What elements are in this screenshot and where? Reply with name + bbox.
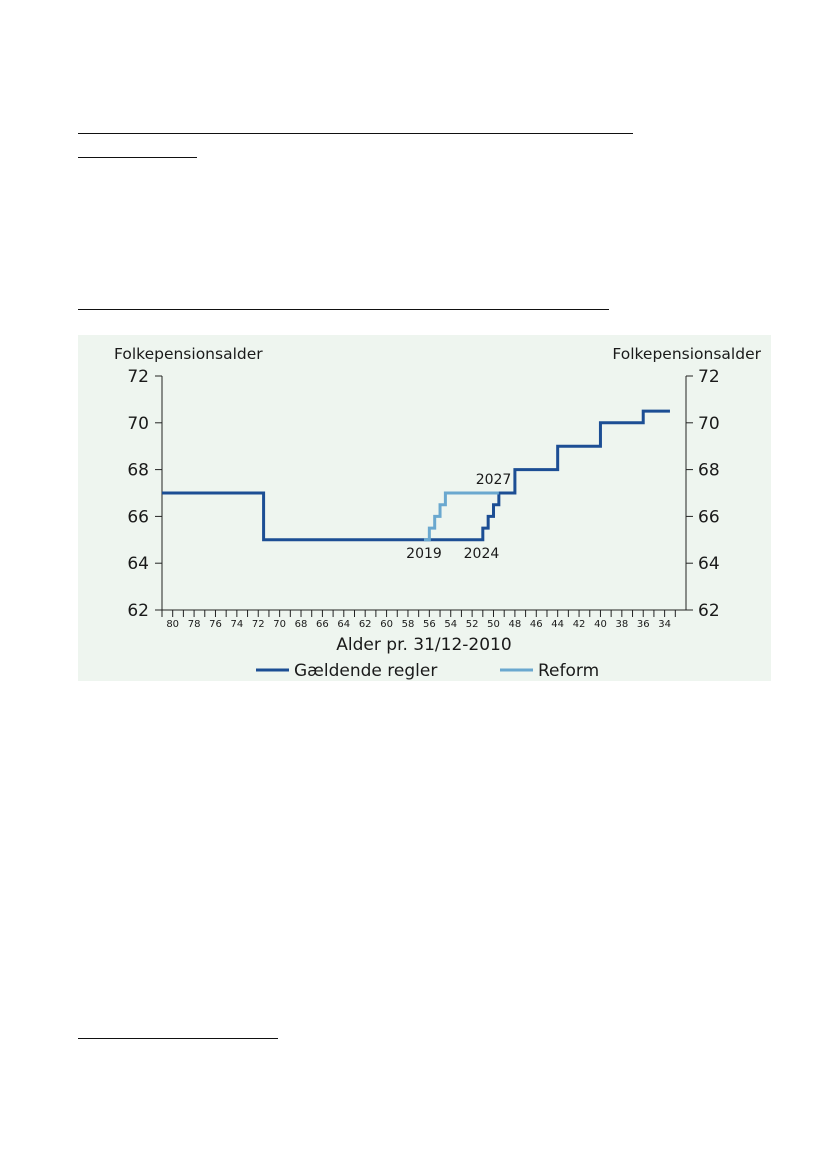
annotation-year-2027: 2027 bbox=[476, 472, 512, 488]
x-tick-label: 52 bbox=[466, 619, 479, 630]
y-axis-label-left: Folkepensionsalder bbox=[114, 345, 263, 363]
x-tick-label: 36 bbox=[637, 619, 650, 630]
y-tick-label-right: 68 bbox=[698, 461, 720, 481]
legend: Gældende regler Reform bbox=[256, 661, 599, 681]
x-tick-label: 56 bbox=[423, 619, 436, 630]
heading-rule-3 bbox=[78, 309, 609, 310]
legend-label-gaeldende-regler: Gældende regler bbox=[294, 661, 437, 681]
x-tick-label: 68 bbox=[295, 619, 308, 630]
y-tick-label-left: 64 bbox=[127, 554, 149, 574]
x-tick-label: 58 bbox=[402, 619, 415, 630]
x-tick-label: 74 bbox=[230, 619, 243, 630]
pension-age-chart: Folkepensionsalder Folkepensionsalder 62… bbox=[78, 335, 771, 681]
chart-canvas: Folkepensionsalder Folkepensionsalder 62… bbox=[114, 345, 762, 681]
x-tick-label: 54 bbox=[444, 619, 457, 630]
y-tick-label-left: 68 bbox=[127, 461, 149, 481]
y-tick-label-left: 72 bbox=[127, 367, 149, 387]
x-tick-label: 66 bbox=[316, 619, 329, 630]
annotation-year-2019: 2019 bbox=[406, 546, 442, 562]
x-tick-label: 42 bbox=[573, 619, 586, 630]
footnote-rule bbox=[78, 1038, 278, 1039]
x-tick-label: 46 bbox=[530, 619, 543, 630]
y-tick-label-right: 72 bbox=[698, 367, 720, 387]
series-reform bbox=[424, 491, 499, 542]
series-gaeldende-regler bbox=[162, 409, 670, 542]
x-tick-label: 76 bbox=[209, 619, 222, 630]
y-tick-label-right: 64 bbox=[698, 554, 720, 574]
x-axis-label: Alder pr. 31/12-2010 bbox=[336, 635, 511, 655]
x-tick-label: 72 bbox=[252, 619, 265, 630]
x-tick-label: 48 bbox=[509, 619, 522, 630]
x-tick-label: 78 bbox=[188, 619, 201, 630]
x-tick-label: 34 bbox=[658, 619, 671, 630]
y-axis-label-right: Folkepensionsalder bbox=[612, 345, 761, 363]
y-tick-label-right: 70 bbox=[698, 414, 720, 434]
x-tick-label: 60 bbox=[380, 619, 393, 630]
heading-rule-1 bbox=[78, 133, 633, 134]
y-tick-label-left: 70 bbox=[127, 414, 149, 434]
y-tick-label-left: 62 bbox=[127, 601, 149, 621]
y-tick-label-left: 66 bbox=[127, 507, 149, 527]
legend-label-reform: Reform bbox=[538, 661, 599, 681]
y-tick-label-right: 66 bbox=[698, 507, 720, 527]
heading-rule-2 bbox=[78, 157, 197, 158]
x-tick-label: 80 bbox=[166, 619, 179, 630]
annotation-year-2024: 2024 bbox=[464, 546, 500, 562]
x-tick-label: 64 bbox=[337, 619, 350, 630]
x-tick-label: 38 bbox=[615, 619, 628, 630]
x-tick-label: 62 bbox=[359, 619, 372, 630]
x-tick-label: 40 bbox=[594, 619, 607, 630]
x-tick-label: 70 bbox=[273, 619, 286, 630]
x-tick-label: 44 bbox=[551, 619, 564, 630]
y-tick-label-right: 62 bbox=[698, 601, 720, 621]
x-tick-label: 50 bbox=[487, 619, 500, 630]
